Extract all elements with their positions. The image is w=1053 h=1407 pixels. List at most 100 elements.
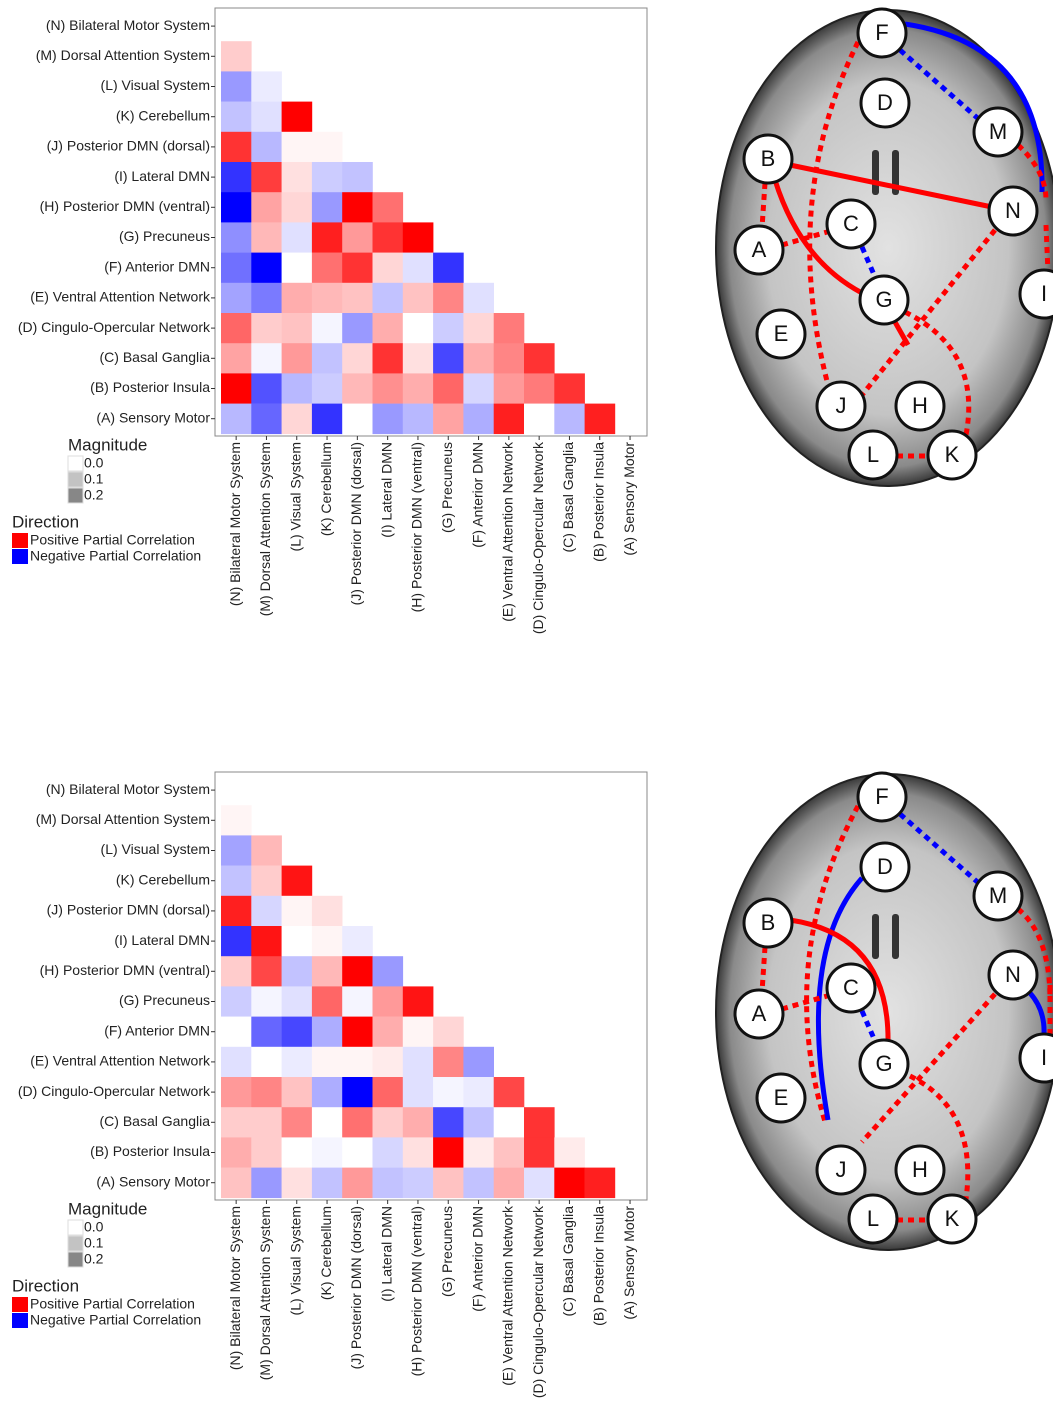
heat-cell (251, 373, 282, 404)
heat-cell (312, 253, 343, 284)
heat-cell (251, 896, 282, 927)
heat-cell (221, 1017, 252, 1048)
heat-cell (373, 1168, 404, 1199)
heat-cell (221, 805, 252, 836)
heat-cell (221, 343, 252, 374)
heat-cell (312, 313, 343, 344)
x-tick-label: (C) Basal Ganglia (560, 442, 576, 553)
heat-cell (524, 1137, 555, 1168)
y-tick-label: (N) Bilateral Motor System (46, 17, 210, 33)
heat-cell (342, 313, 373, 344)
heat-cell (403, 1017, 434, 1048)
y-tick-label: (J) Posterior DMN (dorsal) (47, 138, 210, 154)
heat-cell (342, 404, 373, 435)
x-tick-label: (N) Bilateral Motor System (227, 1206, 243, 1370)
heat-cell (342, 192, 373, 223)
y-tick-label: (C) Basal Ganglia (100, 1113, 211, 1129)
heat-cell (463, 343, 494, 374)
heat-cell (342, 956, 373, 987)
legend-label: Positive Partial Correlation (30, 1296, 195, 1312)
network-node (1020, 1034, 1053, 1082)
x-tick-label: (E) Ventral Attention Network (500, 441, 516, 622)
heat-cell (342, 343, 373, 374)
heat-cell (221, 866, 252, 897)
heat-cell (251, 71, 282, 102)
heat-cell (433, 1107, 464, 1138)
heat-cell (282, 1168, 313, 1199)
heat-cell (433, 373, 464, 404)
y-tick-label: (B) Posterior Insula (90, 379, 210, 395)
heat-cell (463, 1047, 494, 1078)
heat-cell (403, 222, 434, 253)
heat-cell (282, 162, 313, 193)
x-tick-label: (J) Posterior DMN (dorsal) (348, 1206, 364, 1369)
heat-cell (463, 313, 494, 344)
heat-cell (282, 404, 313, 435)
x-tick-label: (E) Ventral Attention Network (500, 1205, 516, 1386)
y-tick-label: (M) Dorsal Attention System (36, 811, 210, 827)
heat-cell (463, 373, 494, 404)
heat-cell (251, 1077, 282, 1108)
heat-cell (494, 313, 525, 344)
heat-cell (403, 1168, 434, 1199)
heat-cell (251, 102, 282, 133)
heat-cell (282, 1107, 313, 1138)
heat-cell (312, 192, 343, 223)
x-tick-label: (I) Lateral DMN (378, 1206, 394, 1302)
heat-cell (251, 1137, 282, 1168)
heat-cell (282, 283, 313, 314)
node-label: J (836, 1157, 847, 1182)
network-node (1020, 270, 1053, 318)
heat-cell (282, 132, 313, 163)
heat-cell (403, 986, 434, 1017)
legend-swatch (68, 472, 83, 487)
heat-cell (463, 1168, 494, 1199)
heat-cell (342, 162, 373, 193)
heat-cell (251, 986, 282, 1017)
heat-cell (403, 313, 434, 344)
heat-cell (312, 283, 343, 314)
heat-cell (221, 41, 252, 71)
heat-cell (373, 1107, 404, 1138)
legend-label: Positive Partial Correlation (30, 532, 195, 548)
heat-cell (282, 1047, 313, 1078)
heat-cell (221, 1168, 252, 1199)
heat-cell (403, 253, 434, 284)
legend-swatch (68, 488, 83, 503)
heat-cell (282, 896, 313, 927)
heat-cell (251, 404, 282, 435)
heat-cell (342, 1017, 373, 1048)
heat-cell (554, 1137, 585, 1168)
legend-label: Negative Partial Correlation (30, 548, 201, 564)
y-tick-label: (L) Visual System (101, 841, 210, 857)
y-tick-label: (A) Sensory Motor (96, 1173, 210, 1189)
heat-cell (373, 313, 404, 344)
heat-cell (312, 956, 343, 987)
heat-cell (221, 835, 252, 866)
heat-cell (251, 1047, 282, 1078)
heat-cell (221, 373, 252, 404)
heat-cell (282, 192, 313, 223)
node-label: M (989, 119, 1007, 144)
x-tick-label: (N) Bilateral Motor System (227, 442, 243, 606)
node-label: G (875, 1051, 892, 1076)
node-label: F (875, 20, 888, 45)
heat-cell (312, 1107, 343, 1138)
y-tick-label: (G) Precuneus (119, 228, 210, 244)
x-tick-label: (F) Anterior DMN (469, 442, 485, 548)
node-label: E (774, 321, 789, 346)
x-tick-label: (H) Posterior DMN (ventral) (409, 1206, 425, 1376)
node-label: B (761, 910, 776, 935)
heat-cell (312, 373, 343, 404)
x-tick-label: (D) Cingulo-Opercular Network (530, 441, 546, 634)
legend-title: Direction (12, 1276, 79, 1295)
heat-cell (524, 343, 555, 374)
heat-cell (463, 404, 494, 435)
heat-cell (221, 253, 252, 284)
heat-cell (342, 283, 373, 314)
x-tick-label: (D) Cingulo-Opercular Network (530, 1205, 546, 1398)
y-tick-label: (D) Cingulo-Opercular Network (18, 319, 211, 335)
heat-cell (373, 192, 404, 223)
heat-cell (221, 404, 252, 435)
y-tick-label: (F) Anterior DMN (104, 1022, 210, 1038)
